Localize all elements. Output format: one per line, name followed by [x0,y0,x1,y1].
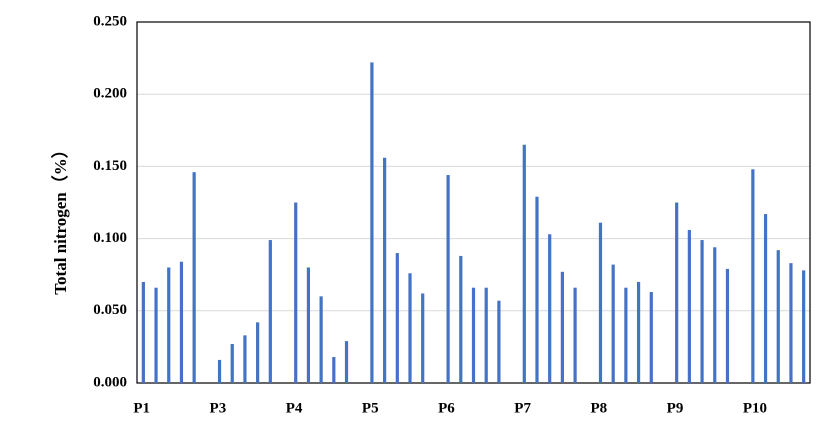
bar [408,273,412,383]
bar [675,202,679,383]
bar [535,196,539,383]
bar [332,357,336,383]
bar [484,287,488,383]
x-tick-label: P3 [210,400,227,416]
bar [611,264,615,383]
bar [776,250,780,383]
bar [243,335,247,383]
bar [167,267,171,383]
y-tick-label: 0.250 [93,13,127,29]
x-tick-label: P8 [590,400,607,416]
x-tick-label: P6 [438,400,455,416]
bar [395,253,399,383]
bar [294,202,298,383]
y-tick-label: 0.150 [93,158,127,174]
y-tick-label: 0.200 [93,86,127,102]
y-tick-label: 0.050 [93,302,127,318]
x-tick-label: P5 [362,400,379,416]
y-axis-label: Total nitrogen（%） [50,141,70,295]
bar [560,271,564,383]
bar [802,270,806,383]
bar [522,144,526,383]
bar [624,287,628,383]
bar [789,263,793,383]
bar [217,359,222,383]
bar [497,300,501,383]
bar [141,281,145,383]
bar [179,261,184,383]
bar [192,172,196,383]
bar [421,293,425,383]
x-tick-label: P1 [133,400,150,416]
bar [319,296,323,383]
bar [154,287,158,383]
bar [471,287,476,383]
bar [370,62,374,383]
x-tick-label: P4 [286,400,303,416]
bar [649,292,653,383]
bar [700,240,704,383]
x-tick-label: P7 [514,400,531,416]
bar [446,175,450,383]
bar [256,322,260,383]
bar [548,234,552,383]
x-tick-label: P9 [667,400,684,416]
bar [763,214,768,383]
bar [306,267,311,383]
bar [459,255,463,383]
bar [268,240,272,383]
bar [713,247,717,383]
bar [383,157,387,383]
bar [344,341,349,383]
bar [230,344,234,383]
y-tick-label: 0.000 [93,374,127,390]
bar [598,222,603,383]
bar [636,281,641,383]
x-tick-label: P10 [743,400,767,416]
bar [751,169,755,383]
bar [573,287,577,383]
bar [725,268,730,383]
y-tick-label: 0.100 [93,230,127,246]
bar [687,229,691,383]
